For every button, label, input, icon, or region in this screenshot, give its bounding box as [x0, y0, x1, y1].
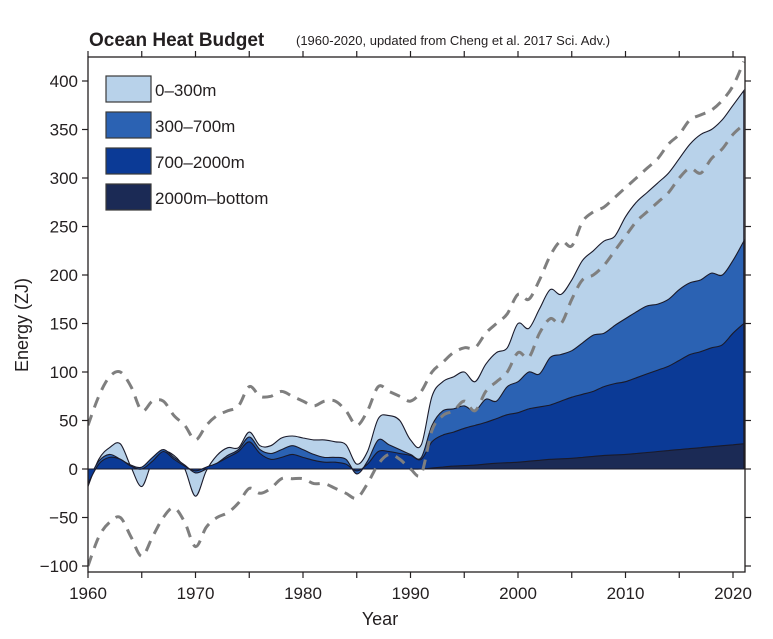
legend-swatch [105, 183, 152, 211]
x-axis: 1960 1970 1980 1990 2000 2010 2020 [69, 51, 752, 603]
x-tick-label: 1970 [177, 584, 215, 603]
y-tick-label: 150 [50, 315, 78, 334]
legend-swatch [105, 147, 152, 175]
y-tick-label: 350 [50, 121, 78, 140]
y-tick-label: 250 [50, 218, 78, 237]
legend-label: 700–2000m [155, 153, 245, 172]
x-axis-label: Year [362, 609, 398, 629]
chart-subtitle: (1960-2020, updated from Cheng et al. 20… [296, 33, 610, 48]
x-tick-label: 1960 [69, 584, 107, 603]
x-tick-label: 2000 [499, 584, 537, 603]
plot-border [87, 56, 746, 573]
y-axis-label: Energy (ZJ) [12, 278, 32, 372]
x-tick-label: 1980 [284, 584, 322, 603]
y-axis: −100 −50 0 50 100 150 200 250 300 350 400 [40, 72, 751, 576]
legend-swatch [105, 75, 152, 103]
x-tick-label: 2010 [607, 584, 645, 603]
plot-frame [87, 56, 746, 573]
stacked-areas [88, 89, 745, 497]
y-tick-label: 300 [50, 169, 78, 188]
y-tick-label: 200 [50, 266, 78, 285]
chart-title-main: Ocean Heat Budget [89, 30, 265, 51]
y-tick-label: 0 [69, 460, 78, 479]
uncertainty-lower-line [88, 123, 745, 567]
chart-title: Ocean Heat Budget (1960-2020, updated fr… [89, 30, 610, 51]
y-tick-label: 100 [50, 363, 78, 382]
legend-swatch [105, 111, 152, 139]
x-tick-label: 2020 [714, 584, 752, 603]
y-tick-label: −50 [49, 509, 78, 528]
uncertainty-bounds [88, 60, 745, 567]
legend: 0–300m 300–700m 700–2000m 2000m–bottom [105, 75, 268, 211]
legend-label: 300–700m [155, 117, 235, 136]
area-700-2000m [88, 322, 745, 484]
legend-label: 0–300m [155, 81, 216, 100]
y-tick-label: 50 [59, 412, 78, 431]
uncertainty-upper-line [88, 60, 745, 442]
y-tick-label: 400 [50, 72, 78, 91]
x-tick-label: 1990 [392, 584, 430, 603]
y-tick-label: −100 [40, 557, 78, 576]
legend-label: 2000m–bottom [155, 189, 268, 208]
